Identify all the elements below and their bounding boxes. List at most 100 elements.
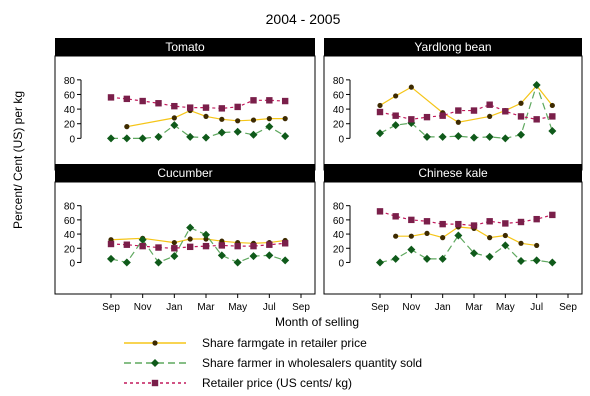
legend-label: Retailer price (US cents/ kg) bbox=[202, 376, 353, 390]
data-point bbox=[171, 239, 177, 246]
data-point bbox=[376, 258, 384, 267]
data-point bbox=[233, 258, 242, 267]
data-point bbox=[202, 133, 210, 142]
data-point bbox=[377, 102, 383, 109]
data-point bbox=[407, 245, 416, 254]
y-tick-label: 60 bbox=[64, 216, 76, 227]
legend-marker bbox=[151, 359, 159, 367]
series-farmgate bbox=[393, 224, 540, 249]
x-tick-label: Nov bbox=[402, 302, 420, 313]
data-point bbox=[517, 130, 525, 139]
data-point bbox=[438, 132, 447, 141]
series-wholesale bbox=[376, 80, 557, 143]
legend-marker bbox=[151, 379, 159, 387]
data-point bbox=[202, 242, 210, 250]
data-point bbox=[218, 242, 226, 249]
y-tick-label: 60 bbox=[333, 216, 345, 227]
data-point bbox=[517, 257, 525, 266]
data-point bbox=[408, 216, 415, 224]
data-point bbox=[203, 113, 209, 120]
data-point bbox=[122, 258, 131, 267]
data-point bbox=[234, 103, 241, 111]
data-point bbox=[501, 134, 510, 143]
data-point bbox=[391, 121, 400, 130]
series-line bbox=[110, 237, 286, 244]
data-point bbox=[186, 243, 194, 251]
y-tick-label: 80 bbox=[64, 76, 76, 87]
data-point bbox=[502, 232, 508, 239]
data-point bbox=[266, 97, 273, 104]
data-point bbox=[487, 113, 493, 120]
data-point bbox=[171, 245, 178, 252]
y-tick-label: 20 bbox=[64, 244, 76, 255]
data-point bbox=[470, 133, 478, 142]
data-point bbox=[250, 242, 257, 250]
data-point bbox=[139, 97, 146, 105]
y-tick-label: 0 bbox=[338, 134, 344, 145]
data-point bbox=[486, 101, 493, 108]
y-tick-label: 20 bbox=[333, 244, 345, 255]
data-point bbox=[154, 258, 163, 267]
data-point bbox=[517, 113, 525, 120]
x-tick-label: Nov bbox=[134, 302, 152, 313]
panel-header bbox=[55, 164, 315, 182]
data-point bbox=[423, 218, 431, 225]
series-line bbox=[379, 83, 553, 139]
data-point bbox=[155, 244, 162, 251]
figure: 2004 - 2005 Percent/ Cent (US) per kg Mo… bbox=[11, 11, 583, 329]
y-tick-label: 20 bbox=[333, 120, 345, 131]
data-point bbox=[138, 134, 147, 143]
legend-swatch bbox=[124, 340, 186, 346]
y-tick-label: 60 bbox=[64, 90, 76, 101]
series-retail bbox=[376, 208, 556, 229]
data-point bbox=[217, 128, 226, 137]
y-tick-label: 0 bbox=[338, 258, 344, 269]
data-point bbox=[518, 240, 524, 246]
x-axis-label: Month of selling bbox=[275, 315, 359, 329]
data-point bbox=[392, 213, 399, 220]
data-point bbox=[439, 220, 446, 228]
data-point bbox=[517, 218, 525, 226]
legend: Share farmgate in retailer price Share fa… bbox=[122, 334, 502, 394]
data-point bbox=[392, 112, 399, 119]
x-tick-label: Mar bbox=[465, 302, 483, 313]
data-point bbox=[186, 132, 195, 141]
data-point bbox=[266, 116, 272, 122]
data-point bbox=[532, 80, 541, 89]
plot-frame bbox=[323, 181, 583, 295]
y-tick-label: 80 bbox=[333, 76, 345, 87]
legend-marker bbox=[152, 340, 158, 346]
x-tick-label: Jan bbox=[166, 302, 182, 313]
series-retail bbox=[107, 94, 289, 112]
data-point bbox=[281, 97, 289, 105]
data-point bbox=[217, 251, 226, 260]
data-point bbox=[234, 242, 241, 250]
data-point bbox=[487, 235, 493, 241]
data-point bbox=[218, 105, 226, 112]
data-point bbox=[502, 220, 509, 227]
data-point bbox=[532, 256, 541, 265]
data-point bbox=[123, 95, 131, 103]
data-point bbox=[423, 132, 431, 141]
data-point bbox=[265, 122, 274, 131]
data-point bbox=[235, 118, 241, 124]
x-tick-label: Mar bbox=[197, 302, 215, 313]
data-point bbox=[203, 236, 209, 242]
data-point bbox=[282, 116, 288, 122]
data-point bbox=[171, 115, 177, 121]
data-point bbox=[486, 218, 493, 225]
data-point bbox=[249, 252, 258, 261]
data-point bbox=[107, 254, 115, 263]
y-tick-label: 40 bbox=[333, 105, 345, 116]
y-tick-label: 40 bbox=[333, 230, 345, 241]
panel-header bbox=[55, 38, 315, 56]
legend-swatch bbox=[124, 359, 186, 367]
figure-title: 2004 - 2005 bbox=[266, 11, 341, 27]
data-point bbox=[250, 117, 257, 123]
legend-label: Share farmer in wholesalers quantity sol… bbox=[202, 356, 423, 370]
data-point bbox=[170, 252, 179, 261]
data-point bbox=[549, 113, 556, 120]
legend-item-farmgate: Share farmgate in retailer price bbox=[122, 334, 502, 352]
data-point bbox=[470, 249, 478, 258]
